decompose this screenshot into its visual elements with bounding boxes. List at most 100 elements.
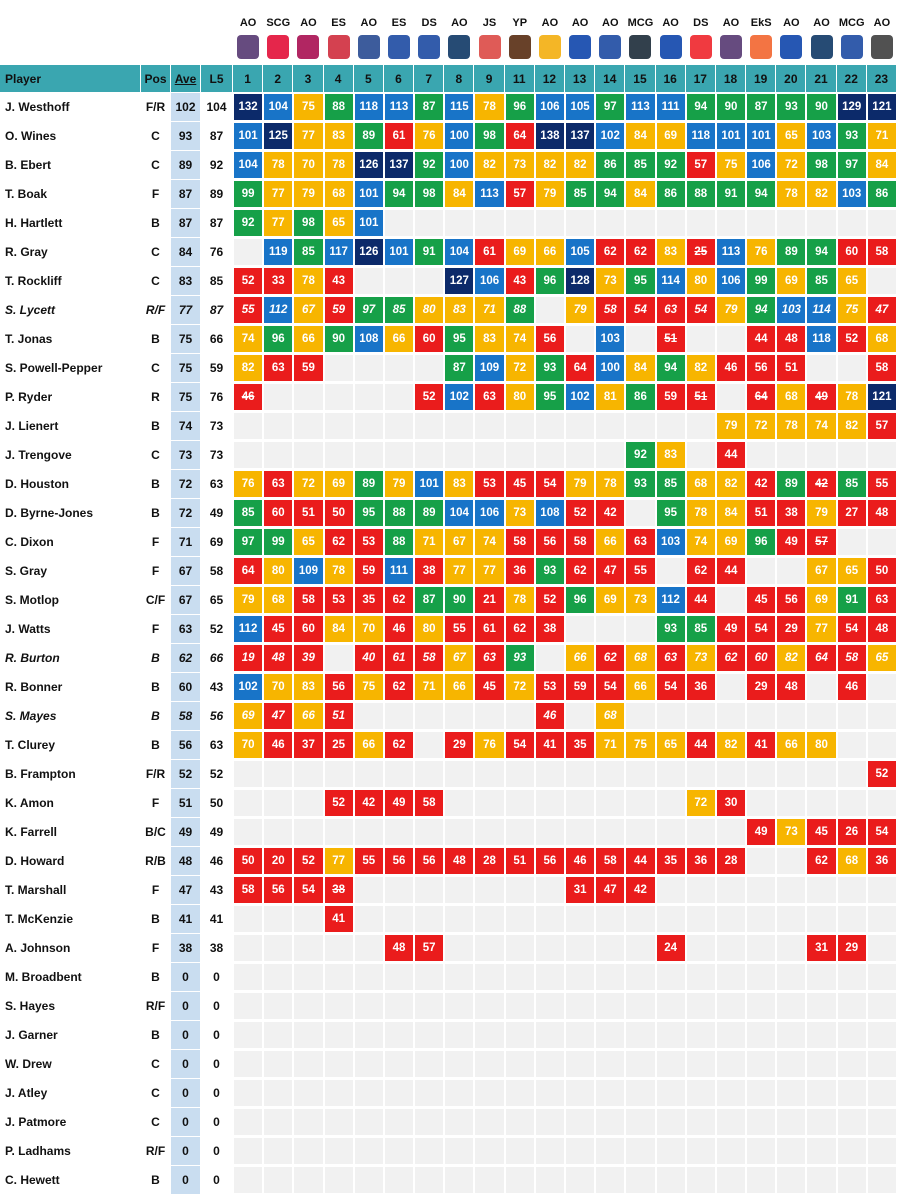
empty-cell bbox=[264, 1138, 293, 1164]
last-five: 73 bbox=[201, 412, 232, 440]
score-cell: 67 bbox=[807, 558, 836, 584]
empty-cell bbox=[747, 1167, 776, 1193]
empty-cell bbox=[354, 1167, 383, 1193]
empty-cell bbox=[445, 790, 474, 816]
score-cell: 76 bbox=[747, 239, 776, 265]
empty-cell bbox=[777, 761, 806, 787]
empty-cell bbox=[234, 239, 263, 265]
empty-cell bbox=[234, 790, 263, 816]
team-logo bbox=[689, 35, 712, 59]
score-cell: 106 bbox=[535, 94, 564, 120]
score-cell: 62 bbox=[505, 616, 534, 642]
score-cell: 48 bbox=[777, 326, 806, 352]
empty-cell bbox=[475, 1080, 504, 1106]
position: B bbox=[141, 470, 170, 498]
score-cell: 61 bbox=[475, 616, 504, 642]
average: 89 bbox=[171, 151, 200, 179]
score-cell: 104 bbox=[264, 94, 293, 120]
empty-cell bbox=[837, 790, 866, 816]
score-cell: 56 bbox=[535, 326, 564, 352]
score-cell: 105 bbox=[566, 94, 595, 120]
score-cell: 29 bbox=[747, 674, 776, 700]
empty-cell bbox=[747, 1051, 776, 1077]
empty-cell bbox=[747, 558, 776, 584]
empty-cell bbox=[747, 1109, 776, 1135]
last-five: 0 bbox=[201, 992, 232, 1020]
position: B bbox=[141, 1166, 170, 1194]
column-header: Pos bbox=[141, 65, 170, 92]
last-five: 85 bbox=[201, 267, 232, 295]
player-name: K. Farrell bbox=[0, 818, 140, 846]
score-cell: 101 bbox=[384, 239, 414, 265]
average: 51 bbox=[171, 789, 200, 817]
score-cell: 44 bbox=[686, 732, 715, 758]
score-cell: 71 bbox=[415, 529, 444, 555]
empty-cell bbox=[234, 993, 263, 1019]
score-cell: 80 bbox=[415, 616, 444, 642]
score-cell: 94 bbox=[596, 181, 625, 207]
score-cell: 78 bbox=[596, 471, 625, 497]
empty-cell bbox=[535, 1080, 564, 1106]
empty-cell bbox=[626, 790, 655, 816]
score-cell: 47 bbox=[264, 703, 293, 729]
last-five: 46 bbox=[201, 847, 232, 875]
score-cell: 54 bbox=[837, 616, 866, 642]
team-logo bbox=[629, 35, 652, 59]
empty-cell bbox=[596, 819, 625, 845]
position: B bbox=[141, 963, 170, 991]
average: 0 bbox=[171, 1079, 200, 1107]
empty-cell bbox=[596, 906, 625, 932]
score-cell: 43 bbox=[505, 268, 534, 294]
score-cell: 78 bbox=[505, 587, 534, 613]
score-cell: 114 bbox=[656, 268, 685, 294]
score-cell: 90 bbox=[716, 94, 746, 120]
position: B bbox=[141, 209, 170, 237]
score-cell: 65 bbox=[294, 529, 323, 555]
empty-cell bbox=[686, 326, 715, 352]
empty-cell bbox=[807, 355, 836, 381]
score-cell: 102 bbox=[234, 674, 263, 700]
score-cell: 94 bbox=[747, 297, 776, 323]
score-cell: 86 bbox=[867, 181, 896, 207]
score-cell: 94 bbox=[747, 181, 776, 207]
empty-cell bbox=[445, 877, 474, 903]
empty-cell bbox=[264, 790, 293, 816]
empty-cell bbox=[415, 1051, 444, 1077]
empty-cell bbox=[234, 964, 263, 990]
score-cell: 78 bbox=[294, 268, 323, 294]
score-cell: 70 bbox=[234, 732, 263, 758]
score-cell: 99 bbox=[234, 181, 263, 207]
score-cell: 82 bbox=[566, 152, 595, 178]
empty-cell bbox=[415, 442, 444, 468]
venue-label: DS bbox=[693, 17, 709, 29]
empty-cell bbox=[324, 1022, 353, 1048]
position: R/F bbox=[141, 992, 170, 1020]
empty-cell bbox=[686, 964, 715, 990]
score-cell: 103 bbox=[807, 123, 836, 149]
empty-cell bbox=[505, 935, 534, 961]
last-five: 0 bbox=[201, 1166, 232, 1194]
empty-cell bbox=[475, 210, 504, 236]
empty-cell bbox=[656, 906, 685, 932]
score-cell: 94 bbox=[384, 181, 414, 207]
score-cell: 91 bbox=[837, 587, 866, 613]
player-name: T. McKenzie bbox=[0, 905, 140, 933]
score-cell: 83 bbox=[294, 674, 323, 700]
score-cell: 91 bbox=[716, 181, 746, 207]
empty-cell bbox=[264, 935, 293, 961]
empty-cell bbox=[867, 210, 896, 236]
player-name: A. Johnson bbox=[0, 934, 140, 962]
score-cell: 94 bbox=[807, 239, 836, 265]
score-cell: 62 bbox=[596, 645, 625, 671]
empty-cell bbox=[867, 906, 896, 932]
score-cell: 80 bbox=[415, 297, 444, 323]
empty-cell bbox=[656, 790, 685, 816]
last-five: 66 bbox=[201, 325, 232, 353]
empty-cell bbox=[445, 761, 474, 787]
empty-cell bbox=[747, 1080, 776, 1106]
score-cell: 80 bbox=[686, 268, 715, 294]
empty-cell bbox=[384, 877, 414, 903]
empty-cell bbox=[686, 442, 715, 468]
empty-cell bbox=[475, 761, 504, 787]
score-cell: 103 bbox=[596, 326, 625, 352]
